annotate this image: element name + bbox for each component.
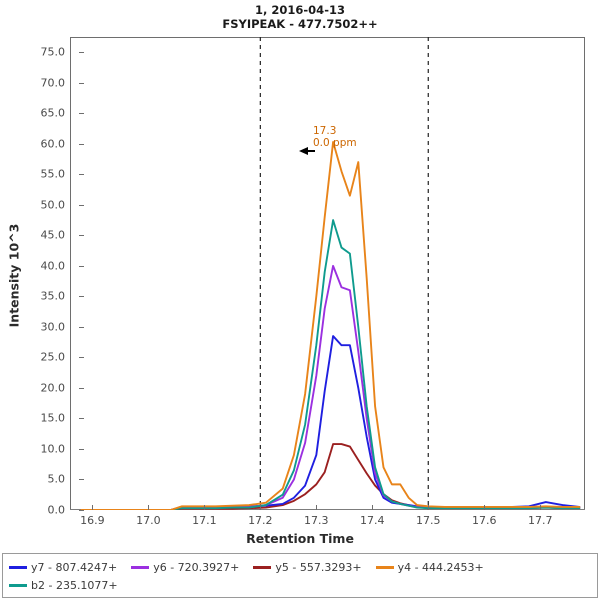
x-axis-tick-label: 17.4 [360, 514, 385, 527]
y-axis-tick-mark [79, 265, 84, 267]
legend-color-swatch [253, 565, 272, 569]
peak-mass-error: 0.0 ppm [313, 136, 357, 149]
legend-color-swatch [375, 565, 394, 569]
y-axis-tick-mark [79, 113, 84, 115]
x-axis-tick-mark [92, 505, 94, 510]
legend-item-label: b2 - 235.1077+ [31, 578, 118, 592]
y-axis-tick-mark [79, 204, 84, 206]
y-axis-tick-label: 30.0 [40, 320, 66, 334]
legend-item[interactable]: b2 - 235.1077+ [9, 579, 118, 592]
y-axis-tick-label: 20.0 [40, 381, 66, 395]
peak-annotation: 17.3 0.0 ppm [313, 125, 357, 149]
x-axis-tick-label: 17.0 [136, 514, 161, 527]
x-axis-tick-mark [260, 505, 262, 510]
x-axis-tick-mark [484, 505, 486, 510]
legend: y7 - 807.4247+ y6 - 720.3927+ y5 - 557.329… [2, 553, 598, 598]
chart-title-line-2: FSYIPEAK - 477.7502++ [222, 17, 378, 31]
y-axis-tick-mark [79, 387, 84, 389]
y-axis-tick-mark [79, 418, 84, 420]
y-axis-tick-label: 10.0 [40, 442, 66, 456]
legend-row: y7 - 807.4247+ y6 - 720.3927+ y5 - 557.329… [9, 558, 591, 576]
legend-color-swatch [9, 565, 27, 569]
y-axis-tick-label: 75.0 [40, 45, 66, 59]
y-axis-tick-label: 35.0 [40, 289, 66, 303]
y-axis-tick-label: 55.0 [40, 167, 66, 181]
legend-item-label: y4 - 444.2453+ [397, 560, 484, 574]
x-axis-tick-label: 17.5 [416, 514, 441, 527]
x-axis-tick-label: 16.9 [80, 514, 105, 527]
x-axis-tick-label: 17.1 [192, 514, 217, 527]
y-axis-tick-label: 0.0 [47, 503, 66, 517]
plot-area-frame [70, 37, 585, 510]
y-axis-tick-mark [79, 52, 84, 54]
legend-item-label: y6 - 720.3927+ [153, 560, 240, 574]
trace-line[interactable] [80, 141, 581, 510]
chromatogram-traces[interactable] [70, 37, 585, 510]
y-axis-tick-label: 40.0 [40, 259, 66, 273]
y-axis-tick-mark [79, 357, 84, 359]
y-axis-title: Intensity 10^3 [6, 223, 22, 328]
y-axis-tick-label: 50.0 [40, 198, 66, 212]
legend-item-label: y7 - 807.4247+ [31, 560, 118, 574]
y-axis-tick-mark [79, 448, 84, 450]
chart-title-line-1: 1, 2016-04-13 [255, 3, 345, 17]
legend-color-swatch [131, 565, 150, 569]
peak-retention-time: 17.3 [313, 125, 337, 137]
y-axis-tick-label: 60.0 [40, 137, 66, 151]
y-axis-tick-label: 65.0 [40, 106, 66, 120]
y-axis-tick-mark [79, 174, 84, 176]
y-axis-ticks: 0.0 5.0 10.0 15.0 20.0 25.0 30.0 35.0 40.0 45.0 50… [15, 0, 84, 600]
x-axis-tick-mark [372, 505, 374, 510]
y-axis-tick-mark [79, 82, 84, 84]
y-axis-tick-mark [79, 143, 84, 145]
legend-item-label: y5 - 557.3293+ [275, 560, 362, 574]
y-axis-tick-mark [79, 235, 84, 237]
left-arrow-icon [299, 147, 315, 155]
legend-item[interactable]: y5 - 557.3293+ [253, 560, 362, 574]
x-axis-tick-label: 17.2 [248, 514, 273, 527]
y-axis-tick-mark [79, 296, 84, 298]
x-axis-tick-label: 17.7 [527, 514, 553, 527]
x-axis-tick-mark [316, 505, 318, 510]
y-axis-tick-mark [79, 479, 84, 481]
legend-color-swatch [9, 583, 27, 587]
legend-item[interactable]: y6 - 720.3927+ [131, 561, 239, 574]
x-axis-tick-label: 17.3 [304, 514, 329, 527]
x-axis-tick-mark [428, 505, 430, 510]
legend-row: b2 - 235.1077+ [9, 576, 591, 594]
x-axis-title: Retention Time [246, 531, 354, 546]
x-axis-tick-mark [148, 505, 150, 510]
x-axis-tick-mark [540, 505, 542, 510]
legend-item[interactable]: y7 - 807.4247+ [9, 561, 117, 574]
trace-line[interactable] [80, 219, 581, 510]
y-axis-tick-label: 25.0 [40, 350, 66, 364]
legend-item[interactable]: y4 - 444.2453+ [375, 560, 484, 574]
x-axis-tick-label: 17.6 [471, 514, 497, 527]
y-axis-tick-mark [79, 510, 84, 511]
y-axis-tick-label: 5.0 [47, 472, 66, 486]
x-axis-tick-mark [204, 505, 206, 510]
y-axis-tick-label: 15.0 [40, 411, 66, 425]
chart-title: 1, 2016-04-13 FSYIPEAK - 477.7502++ [0, 3, 600, 31]
y-axis-tick-label: 45.0 [40, 228, 66, 242]
y-axis-tick-label: 70.0 [40, 76, 66, 90]
y-axis-tick-mark [79, 326, 84, 328]
